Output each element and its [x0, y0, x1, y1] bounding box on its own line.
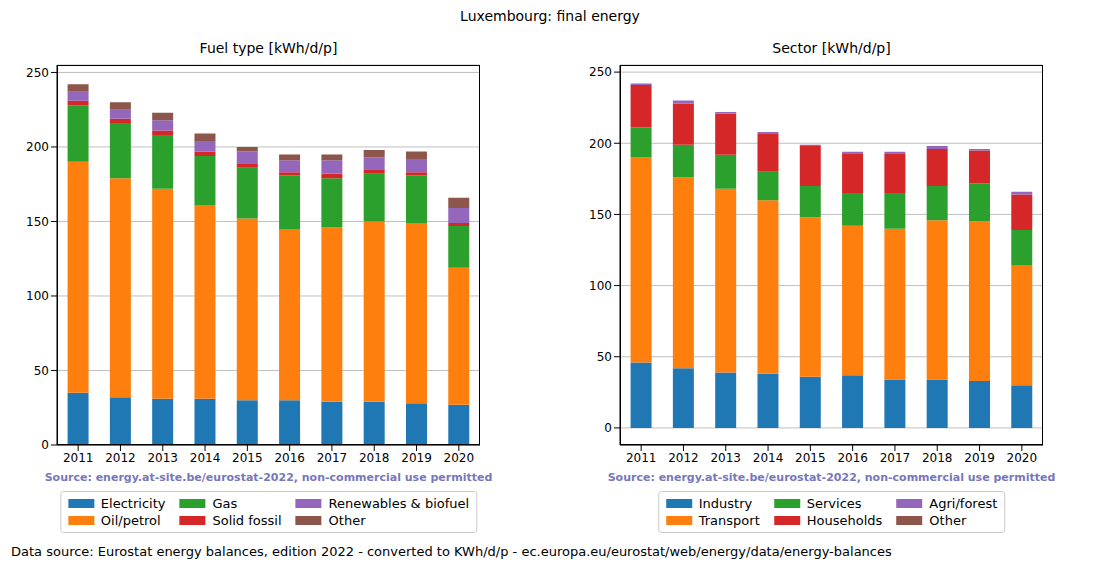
html-text:Households: Households — [806, 513, 883, 528]
svg-text:2017: 2017 — [880, 451, 911, 465]
html-text:Luxembourg: final energy: Luxembourg: final energy — [460, 8, 640, 24]
svg-text:150: 150 — [26, 215, 49, 229]
html-text:Gas: Gas — [212, 496, 238, 511]
svg-text:2020: 2020 — [1007, 451, 1038, 465]
html-text:Services: Services — [806, 496, 862, 511]
svg-text:150: 150 — [589, 208, 612, 222]
svg-text:250: 250 — [26, 66, 49, 80]
svg-text:2017: 2017 — [317, 451, 348, 465]
svg-text:50: 50 — [597, 350, 612, 364]
html-text:Other: Other — [328, 513, 366, 528]
html-text:Fuel type [kWh/d/p]: Fuel type [kWh/d/p] — [199, 40, 338, 56]
svg-text:2015: 2015 — [795, 451, 826, 465]
svg-text:0: 0 — [604, 421, 612, 435]
html-text:Industry: Industry — [698, 496, 753, 511]
svg-text:2014: 2014 — [190, 451, 221, 465]
svg-text:200: 200 — [26, 140, 49, 154]
html-text:Data source: Eurostat energy b: Data source: Eurostat energy balances, e… — [11, 544, 892, 559]
html-text:Agri/forest: Agri/forest — [929, 496, 998, 511]
svg-text:50: 50 — [34, 364, 49, 378]
html-text:Renewables & biofuel: Renewables & biofuel — [328, 496, 470, 511]
svg-text:2012: 2012 — [668, 451, 699, 465]
svg-text:2019: 2019 — [401, 451, 432, 465]
svg-text:2020: 2020 — [444, 451, 475, 465]
html-text:Other: Other — [929, 513, 967, 528]
svg-text:2013: 2013 — [710, 451, 741, 465]
html-text:Source: energy.at-site.be/euro: Source: energy.at-site.be/eurostat-2022,… — [607, 471, 1056, 484]
html-text:Sector [kWh/d/p]: Sector [kWh/d/p] — [772, 40, 891, 56]
svg-text:2018: 2018 — [359, 451, 390, 465]
svg-text:2011: 2011 — [63, 451, 94, 465]
svg-text:2013: 2013 — [147, 451, 178, 465]
svg-text:200: 200 — [589, 137, 612, 151]
svg-text:100: 100 — [589, 279, 612, 293]
html-text:Transport: Transport — [698, 513, 760, 528]
svg-text:2011: 2011 — [626, 451, 657, 465]
svg-text:2019: 2019 — [964, 451, 995, 465]
html-text:Source: energy.at-site.be/euro: Source: energy.at-site.be/eurostat-2022,… — [44, 471, 493, 484]
html-text:Oil/petrol: Oil/petrol — [100, 513, 161, 528]
html-text:Solid fossil: Solid fossil — [212, 513, 282, 528]
svg-text:2015: 2015 — [232, 451, 263, 465]
html-text:Electricity: Electricity — [100, 496, 166, 511]
svg-text:2016: 2016 — [274, 451, 305, 465]
svg-text:2018: 2018 — [922, 451, 953, 465]
svg-text:2012: 2012 — [105, 451, 136, 465]
svg-text:100: 100 — [26, 289, 49, 303]
svg-text:2016: 2016 — [837, 451, 868, 465]
svg-text:0: 0 — [41, 438, 49, 452]
svg-text:250: 250 — [589, 65, 612, 79]
svg-text:2014: 2014 — [753, 451, 784, 465]
